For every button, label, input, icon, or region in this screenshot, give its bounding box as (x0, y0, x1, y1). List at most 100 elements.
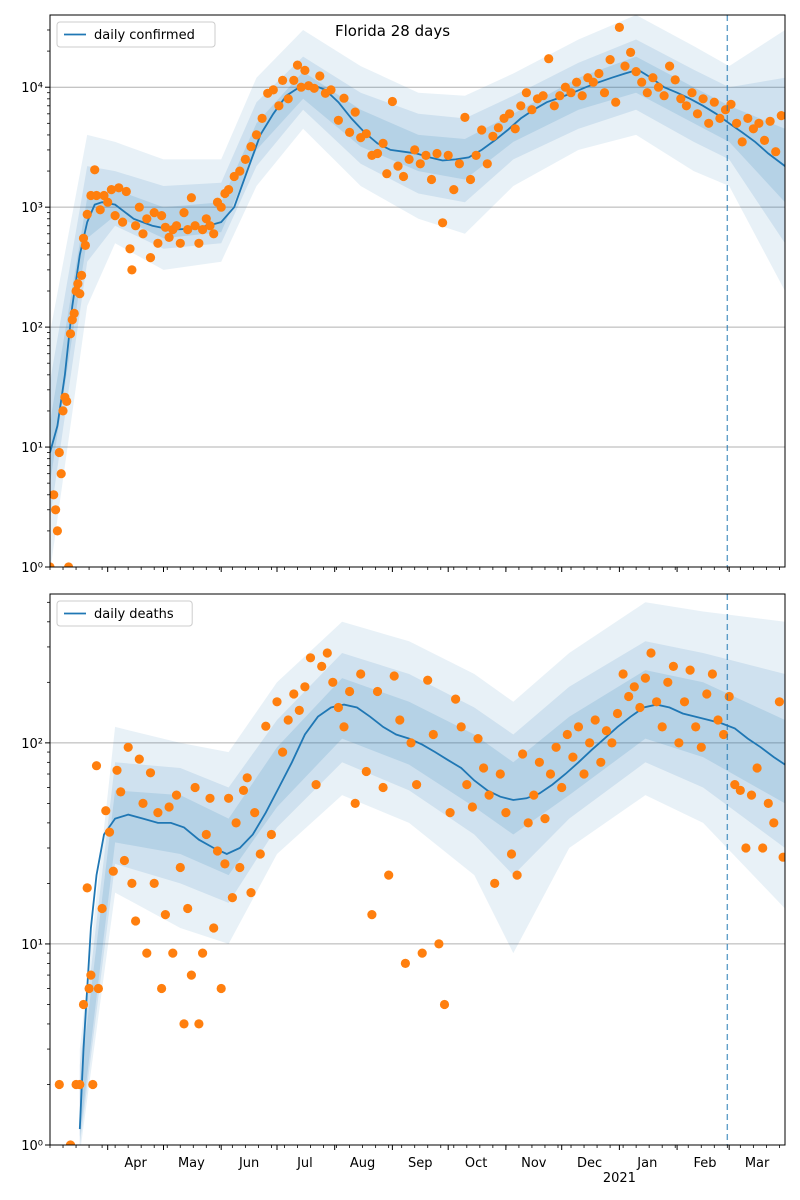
data-point (198, 225, 208, 235)
data-point (257, 113, 267, 123)
data-point (635, 702, 645, 713)
data-point (482, 159, 492, 169)
data-point (605, 55, 615, 65)
data-point (596, 757, 606, 767)
data-point (201, 214, 211, 224)
data-point (64, 562, 74, 567)
data-point (523, 818, 533, 828)
data-point (732, 118, 742, 128)
data-point (339, 93, 349, 103)
data-point (676, 94, 686, 104)
data-point (65, 1140, 76, 1145)
data-point (443, 150, 453, 160)
y-tick-label: 10¹ (21, 441, 43, 456)
data-point (106, 185, 116, 195)
legend-box (56, 600, 193, 627)
data-point (648, 73, 658, 83)
data-point (190, 221, 200, 231)
data-point (345, 686, 355, 697)
data-point (668, 661, 679, 672)
data-point (339, 722, 349, 732)
data-point (209, 923, 219, 933)
data-point (540, 814, 550, 824)
data-point (54, 447, 64, 458)
data-point (652, 697, 662, 707)
data-point (108, 866, 118, 876)
data-point (456, 722, 466, 732)
data-point (460, 112, 470, 122)
data-point (317, 661, 327, 672)
data-point (283, 94, 293, 104)
y-tick-label: 10⁰ (21, 1139, 43, 1154)
data-point (75, 1079, 85, 1090)
data-point (393, 161, 403, 171)
data-point (769, 818, 779, 828)
data-point (758, 843, 768, 853)
data-point (674, 738, 684, 748)
data-point (372, 686, 383, 697)
data-point (58, 406, 68, 416)
x-tick-label: Aug (350, 1156, 375, 1171)
data-point (125, 244, 135, 254)
data-point (278, 747, 288, 757)
data-point (579, 769, 589, 779)
data-point (209, 229, 219, 239)
data-point (121, 186, 131, 197)
data-point (138, 229, 148, 239)
data-point (692, 109, 703, 119)
data-point (220, 859, 230, 869)
data-point (134, 754, 144, 764)
data-point (637, 77, 647, 87)
data-point (175, 238, 185, 248)
data-point (183, 225, 193, 235)
data-point (590, 715, 600, 725)
data-point (127, 265, 137, 275)
data-point (311, 780, 321, 790)
data-point (726, 99, 736, 109)
data-point (51, 505, 61, 515)
data-point (698, 94, 708, 104)
data-point (488, 131, 498, 141)
data-point (545, 769, 556, 779)
data-point (506, 849, 517, 859)
data-point (123, 742, 133, 752)
data-point (350, 798, 360, 809)
data-point (599, 88, 610, 98)
uncertainty-band-2 (79, 641, 785, 1145)
uncertainty-band-1 (50, 15, 785, 567)
data-point (501, 808, 511, 818)
data-point (268, 85, 278, 95)
uncertainty-band-3 (79, 670, 785, 1137)
data-point (557, 782, 567, 793)
data-point (186, 970, 196, 980)
data-point (743, 113, 753, 123)
data-point (131, 221, 141, 231)
data-point (398, 171, 409, 182)
data-point (149, 878, 159, 889)
data-point (657, 722, 667, 732)
data-point (127, 878, 137, 889)
data-point (465, 174, 476, 185)
data-point (763, 798, 773, 809)
data-point (759, 135, 770, 145)
data-point (251, 130, 262, 140)
data-point (626, 47, 636, 58)
data-point (724, 691, 734, 702)
data-point (372, 148, 383, 159)
data-point (216, 202, 226, 212)
data-point (665, 61, 675, 71)
data-point (495, 769, 505, 779)
data-point (404, 154, 414, 164)
data-point (231, 818, 241, 828)
data-point (238, 785, 249, 796)
data-point (205, 221, 215, 231)
data-point (50, 562, 55, 567)
data-point (246, 888, 256, 898)
data-point (201, 829, 211, 840)
data-point (640, 673, 651, 683)
data-point (246, 142, 256, 152)
data-point (451, 694, 461, 704)
data-point (551, 742, 561, 752)
data-point (493, 123, 503, 133)
data-point (467, 802, 477, 812)
